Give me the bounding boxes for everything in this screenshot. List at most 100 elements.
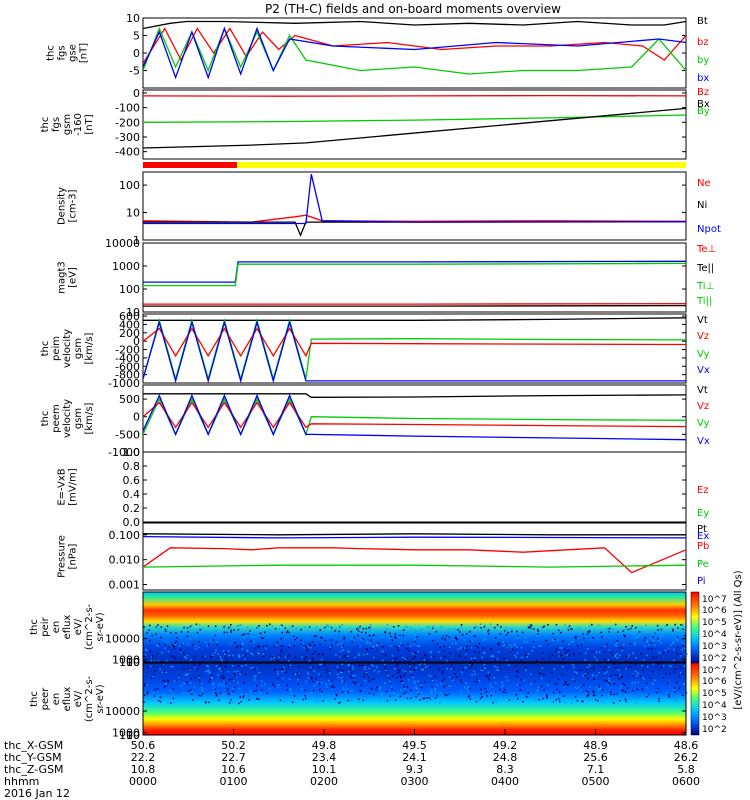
noise-dot (258, 653, 260, 655)
noise-dot (667, 647, 670, 649)
noise-dot (271, 658, 273, 660)
noise-dot (570, 628, 572, 630)
noise-dot (368, 692, 371, 695)
noise-dot (166, 679, 169, 681)
noise-dot (646, 693, 648, 696)
noise-dot (341, 624, 343, 626)
noise-dot (368, 667, 370, 670)
noise-dot (509, 644, 511, 646)
noise-dot (258, 671, 261, 674)
noise-dot (397, 669, 400, 671)
noise-dot (616, 642, 618, 644)
noise-dot (649, 677, 651, 679)
noise-dot (170, 632, 172, 634)
noise-dot (319, 629, 321, 631)
noise-dot (645, 686, 648, 689)
noise-dot (392, 660, 394, 662)
noise-dot (456, 638, 458, 641)
noise-dot (356, 628, 358, 630)
y-axis-label-line: gsm (73, 338, 84, 359)
noise-dot (209, 678, 211, 681)
legend-label: Bt (697, 16, 708, 27)
noise-dot (255, 689, 257, 692)
noise-dot (159, 696, 162, 698)
noise-dot (634, 682, 636, 684)
noise-dot (670, 665, 673, 668)
noise-dot (343, 638, 345, 640)
noise-dot (340, 677, 342, 679)
noise-dot (428, 626, 430, 628)
noise-dot (572, 640, 574, 643)
noise-dot (417, 645, 419, 647)
noise-dot (572, 678, 574, 680)
noise-dot (369, 629, 371, 631)
noise-dot (532, 695, 535, 697)
noise-dot (381, 651, 384, 654)
noise-dot (294, 656, 296, 659)
noise-dot (563, 684, 565, 687)
noise-dot (238, 702, 240, 705)
noise-dot (360, 690, 362, 692)
noise-dot (228, 679, 231, 681)
noise-dot (380, 692, 382, 694)
noise-dot (219, 665, 222, 667)
noise-dot (633, 641, 636, 644)
noise-dot (444, 655, 446, 658)
noise-dot (318, 653, 320, 656)
noise-dot (392, 692, 395, 694)
legend-label: Te⊥ (696, 244, 716, 255)
noise-dot (228, 693, 231, 696)
noise-dot (158, 630, 161, 632)
noise-dot (273, 645, 276, 648)
noise-dot (564, 682, 566, 685)
noise-dot (593, 666, 595, 669)
series-line (143, 27, 686, 64)
noise-dot (319, 663, 321, 666)
noise-dot (614, 673, 616, 676)
noise-dot (675, 637, 677, 639)
noise-dot (483, 626, 486, 628)
legend-label: Vz (697, 401, 709, 412)
noise-dot (451, 677, 453, 679)
noise-dot (414, 641, 416, 643)
noise-dot (473, 659, 475, 661)
noise-dot (283, 630, 285, 632)
noise-dot (185, 673, 188, 676)
noise-dot (574, 636, 576, 638)
noise-dot (226, 690, 229, 692)
noise-dot (655, 698, 658, 700)
noise-dot (627, 699, 629, 701)
noise-dot (358, 665, 361, 667)
noise-dot (277, 660, 280, 662)
noise-dot (520, 679, 523, 681)
noise-dot (668, 681, 670, 684)
noise-dot (170, 644, 172, 647)
noise-dot (641, 676, 644, 679)
noise-dot (502, 691, 504, 693)
noise-dot (561, 666, 564, 668)
noise-dot (477, 645, 479, 648)
noise-dot (480, 693, 482, 695)
series-line (143, 547, 686, 574)
noise-dot (319, 630, 322, 632)
noise-dot (523, 641, 525, 643)
noise-dot (663, 665, 665, 667)
y-tick-label: 0.2 (123, 502, 141, 515)
noise-dot (296, 637, 298, 639)
noise-dot (668, 672, 671, 675)
noise-dot (654, 679, 656, 681)
noise-dot (228, 654, 231, 657)
noise-dot (439, 702, 441, 704)
noise-dot (365, 672, 368, 674)
noise-dot (367, 663, 369, 665)
noise-dot (223, 676, 225, 679)
x-row-value: 49.2 (493, 739, 518, 752)
noise-dot (180, 644, 183, 646)
noise-dot (170, 665, 172, 668)
noise-dot (658, 700, 660, 702)
noise-dot (464, 647, 466, 649)
noise-dot (592, 637, 594, 639)
noise-dot (685, 692, 688, 694)
noise-dot (638, 631, 641, 633)
noise-dot (403, 629, 405, 631)
